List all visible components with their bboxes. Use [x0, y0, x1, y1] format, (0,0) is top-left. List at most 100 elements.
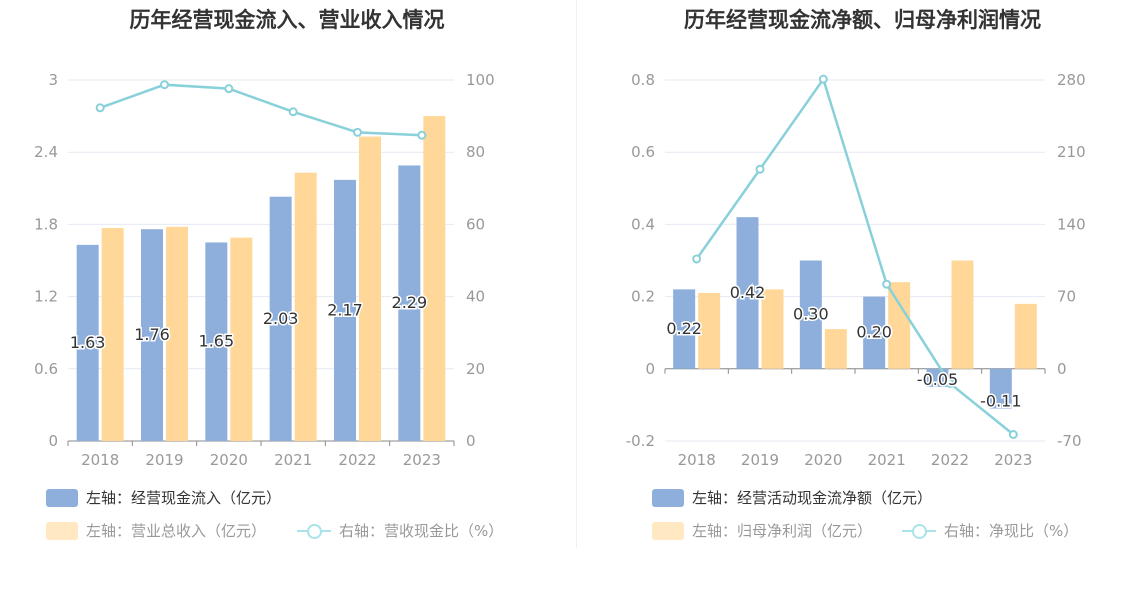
bar-series-1	[736, 217, 759, 369]
left-axis-tick-label: 0	[48, 432, 58, 450]
x-axis-category-label: 2022	[931, 451, 969, 469]
bar-series-2	[951, 260, 974, 369]
bar-series-2	[294, 172, 317, 441]
left-axis-tick-label: -0.2	[626, 432, 655, 450]
right-axis-tick-label: 0	[1057, 360, 1067, 378]
right-axis-tick-label: 0	[466, 432, 476, 450]
legend-label: 左轴：归母净利润（亿元）	[692, 522, 873, 540]
line-point	[882, 279, 892, 289]
x-axis-category-label: 2018	[81, 451, 119, 469]
chart-title: 历年经营现金流入、营业收入情况	[129, 8, 445, 32]
line-point	[224, 84, 234, 94]
line-point	[692, 254, 702, 264]
bar-series-2	[359, 136, 381, 441]
bar-data-label: 0.42	[730, 283, 766, 302]
left-axis-tick-label: 3	[48, 71, 58, 89]
bar-series-2	[101, 228, 124, 441]
x-axis-category-label: 2019	[145, 451, 183, 469]
bar-data-label: 1.65	[199, 332, 235, 351]
right-axis-tick-label: 80	[466, 143, 485, 161]
bar-series-2	[888, 282, 911, 369]
legend-label: 左轴：经营活动现金流净额（亿元）	[692, 489, 933, 507]
chart-panel-cash-inflow-revenue: 历年经营现金流入、营业收入情况 0 0 0.6 20 1.2 40 1.8 60 2.4 80 3 1…	[0, 0, 574, 550]
right-axis-tick-label: 100	[466, 71, 495, 89]
line-series	[695, 76, 1015, 436]
right-axis-tick-label: 70	[1057, 288, 1076, 306]
left-axis-tick-label: 2.4	[34, 143, 58, 161]
bar-data-label: 2.03	[263, 309, 299, 328]
bar-data-label: -0.11	[980, 392, 1021, 411]
legend-item-net-profit[interactable]: 左轴：归母净利润（亿元）	[652, 520, 872, 541]
bar-data-label: 0.20	[856, 323, 892, 342]
bar-series-2	[166, 226, 188, 441]
bar-series-1	[269, 196, 292, 441]
x-axis-category-label: 2018	[678, 451, 716, 469]
bar-series-2	[824, 329, 847, 369]
bar-series-2	[698, 292, 721, 369]
x-axis-category-label: 2020	[804, 451, 842, 469]
left-axis-tick-label: 0.4	[631, 215, 655, 233]
right-axis-tick-label: 20	[466, 360, 485, 378]
bar-data-label: 0.22	[666, 319, 702, 338]
right-axis-tick-label: 210	[1057, 143, 1086, 161]
line-series	[99, 83, 422, 137]
chart-plot-area: -0.2 -70 0 0 0.2 70 0.4 140 0.6 210 0.8 280 2018 2019…	[626, 71, 1086, 469]
legend-item-cash-inflow[interactable]: 左轴：经营现金流入（亿元）	[46, 487, 281, 508]
bar-series-1	[799, 260, 822, 369]
bar-series-1	[989, 368, 1012, 409]
bar-data-label: 1.76	[134, 325, 170, 344]
line-point	[160, 80, 169, 90]
chart-panel-net-cash-profit: 历年经营现金流净额、归母净利润情况 -0.2 -70 0 0 0.2 70 0.4 140 0.…	[577, 0, 1148, 550]
legend-label: 右轴：净现比（%）	[944, 522, 1079, 540]
x-axis-category-label: 2021	[274, 451, 312, 469]
line-point	[818, 74, 828, 84]
legend-item-net-operating-cash[interactable]: 左轴：经营活动现金流净额（亿元）	[652, 487, 932, 508]
legend-item-revenue-cash-ratio[interactable]: 右轴：营收现金比（%）	[297, 520, 503, 541]
left-axis-tick-label: 1.8	[34, 215, 58, 233]
x-axis-category-label: 2020	[210, 451, 248, 469]
panel-divider	[576, 0, 577, 548]
line-point	[353, 127, 362, 137]
chart-title: 历年经营现金流净额、归母净利润情况	[684, 8, 1041, 32]
left-axis-tick-label: 0.6	[631, 143, 655, 161]
line-point	[755, 164, 765, 174]
x-axis-category-label: 2023	[403, 451, 441, 469]
line-point	[417, 130, 427, 140]
legend-swatch-blue	[652, 488, 684, 507]
x-axis-category-label: 2021	[868, 451, 906, 469]
x-axis-category-label: 2022	[338, 451, 376, 469]
bar-data-label: 1.63	[70, 333, 106, 352]
line-point	[945, 378, 955, 388]
right-axis-tick-label: 140	[1057, 215, 1086, 233]
line-point	[288, 107, 298, 117]
x-axis-category-label: 2019	[741, 451, 779, 469]
legend-label: 右轴：营收现金比（%）	[339, 522, 504, 540]
legend-line-marker-icon	[297, 522, 331, 540]
left-axis-tick-label: 1.2	[34, 288, 58, 306]
bar-data-label: -0.05	[917, 370, 958, 389]
line-point	[1008, 430, 1018, 440]
bar-series-1	[398, 165, 421, 442]
legend-label: 左轴：营业总收入（亿元）	[86, 522, 267, 540]
legend-item-net-cash-ratio[interactable]: 右轴：净现比（%）	[902, 520, 1078, 541]
left-axis-tick-label: 0	[645, 360, 655, 378]
bar-series-2	[1014, 303, 1037, 369]
bar-series-1	[141, 229, 163, 441]
right-axis-tick-label: -70	[1057, 432, 1082, 450]
bar-series-1	[863, 296, 886, 369]
right-axis-tick-label: 280	[1057, 71, 1086, 89]
bar-data-label: 0.30	[793, 305, 829, 324]
right-axis-tick-label: 60	[466, 215, 485, 233]
bar-series-1	[76, 244, 99, 441]
bar-series-1	[334, 179, 356, 442]
bar-series-2	[761, 289, 784, 369]
bar-series-2	[230, 237, 253, 441]
legend-item-revenue[interactable]: 左轴：营业总收入（亿元）	[46, 520, 266, 541]
x-axis-category-label: 2023	[994, 451, 1032, 469]
legend-swatch-orange	[652, 521, 684, 540]
left-axis-tick-label: 0.2	[631, 288, 655, 306]
bar-series-1	[673, 289, 696, 369]
bar-data-label: 2.29	[392, 293, 428, 312]
bar-series-1	[205, 242, 228, 441]
left-axis-tick-label: 0.8	[631, 71, 655, 89]
